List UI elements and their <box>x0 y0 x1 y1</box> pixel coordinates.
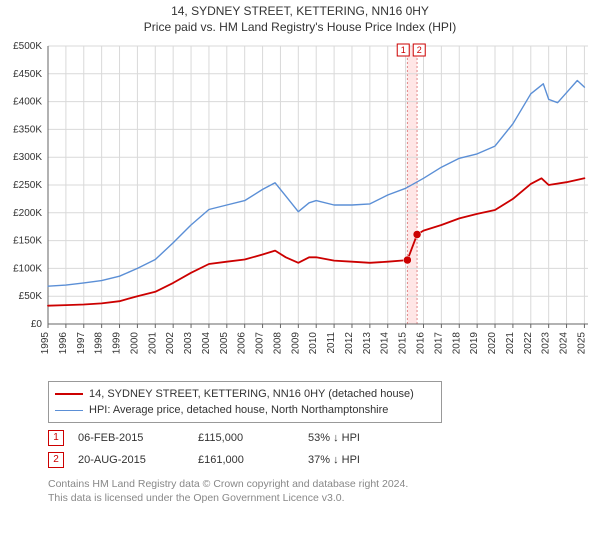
legend-row: 14, SYDNEY STREET, KETTERING, NN16 0HY (… <box>55 386 435 402</box>
svg-text:1996: 1996 <box>58 332 69 355</box>
svg-text:2017: 2017 <box>433 332 444 355</box>
svg-text:£200K: £200K <box>13 208 42 219</box>
svg-text:2020: 2020 <box>487 332 498 355</box>
chart-svg: £0 £50K £100K £150K £200K £250K £300K £350K £400… <box>0 40 600 370</box>
svg-text:2019: 2019 <box>469 332 480 355</box>
svg-text:2010: 2010 <box>308 332 319 355</box>
svg-text:2012: 2012 <box>344 332 355 355</box>
svg-text:2006: 2006 <box>237 332 248 355</box>
svg-text:2021: 2021 <box>505 332 516 355</box>
svg-text:£350K: £350K <box>13 124 42 135</box>
chart: £0 £50K £100K £150K £200K £250K £300K £350K £400… <box>0 40 600 373</box>
svg-text:£450K: £450K <box>13 69 42 80</box>
event-date: 20-AUG-2015 <box>78 454 198 466</box>
svg-text:£100K: £100K <box>13 263 42 274</box>
svg-text:2004: 2004 <box>201 332 212 355</box>
svg-text:£300K: £300K <box>13 152 42 163</box>
svg-text:1999: 1999 <box>112 332 123 355</box>
svg-text:2005: 2005 <box>219 332 230 355</box>
event-price: £161,000 <box>198 454 308 466</box>
svg-text:1998: 1998 <box>94 332 105 355</box>
svg-text:2022: 2022 <box>523 332 534 355</box>
title-sub: Price paid vs. HM Land Registry's House … <box>0 18 600 40</box>
svg-text:2016: 2016 <box>415 332 426 355</box>
svg-text:£500K: £500K <box>13 41 42 52</box>
legend: 14, SYDNEY STREET, KETTERING, NN16 0HY (… <box>48 381 442 423</box>
svg-text:2009: 2009 <box>290 332 301 355</box>
svg-text:£0: £0 <box>31 319 43 330</box>
svg-text:£400K: £400K <box>13 97 42 108</box>
svg-text:2: 2 <box>417 45 422 55</box>
svg-text:£150K: £150K <box>13 236 42 247</box>
svg-text:1: 1 <box>401 45 406 55</box>
event-row: 1 06-FEB-2015£115,00053% ↓ HPI <box>48 427 600 449</box>
event-date: 06-FEB-2015 <box>78 432 198 444</box>
event-row: 2 20-AUG-2015£161,00037% ↓ HPI <box>48 449 600 471</box>
legend-row: HPI: Average price, detached house, Nort… <box>55 402 435 418</box>
event-delta: 37% ↓ HPI <box>308 454 360 466</box>
events-table: 1 06-FEB-2015£115,00053% ↓ HPI 2 20-AUG-201… <box>48 427 600 471</box>
svg-text:2011: 2011 <box>326 332 337 354</box>
svg-text:2008: 2008 <box>272 332 283 355</box>
event-delta: 53% ↓ HPI <box>308 432 360 444</box>
footer-line: This data is licensed under the Open Gov… <box>48 491 568 505</box>
svg-text:2013: 2013 <box>362 332 373 355</box>
event-price: £115,000 <box>198 432 308 444</box>
footer: Contains HM Land Registry data © Crown c… <box>48 477 568 505</box>
legend-swatch <box>55 410 83 411</box>
legend-swatch <box>55 393 83 395</box>
legend-label: 14, SYDNEY STREET, KETTERING, NN16 0HY (… <box>89 388 414 400</box>
svg-text:2024: 2024 <box>559 332 570 355</box>
svg-text:2007: 2007 <box>255 332 266 355</box>
svg-text:2001: 2001 <box>147 332 158 355</box>
event-number: 1 <box>48 430 64 446</box>
legend-label: HPI: Average price, detached house, Nort… <box>89 404 388 416</box>
chart-container: 14, SYDNEY STREET, KETTERING, NN16 0HY P… <box>0 0 600 560</box>
footer-line: Contains HM Land Registry data © Crown c… <box>48 477 568 491</box>
svg-text:2025: 2025 <box>576 332 587 355</box>
svg-text:2003: 2003 <box>183 332 194 355</box>
svg-text:1995: 1995 <box>40 332 51 355</box>
svg-text:2018: 2018 <box>451 332 462 355</box>
title-main: 14, SYDNEY STREET, KETTERING, NN16 0HY <box>0 0 600 18</box>
titles: 14, SYDNEY STREET, KETTERING, NN16 0HY P… <box>0 0 600 40</box>
svg-text:2002: 2002 <box>165 332 176 355</box>
svg-text:2014: 2014 <box>380 332 391 355</box>
event-number: 2 <box>48 452 64 468</box>
svg-text:2015: 2015 <box>398 332 409 355</box>
svg-text:1997: 1997 <box>76 332 87 355</box>
svg-text:2023: 2023 <box>541 332 552 355</box>
svg-text:2000: 2000 <box>129 332 140 355</box>
svg-text:£50K: £50K <box>19 291 43 302</box>
svg-text:£250K: £250K <box>13 180 42 191</box>
